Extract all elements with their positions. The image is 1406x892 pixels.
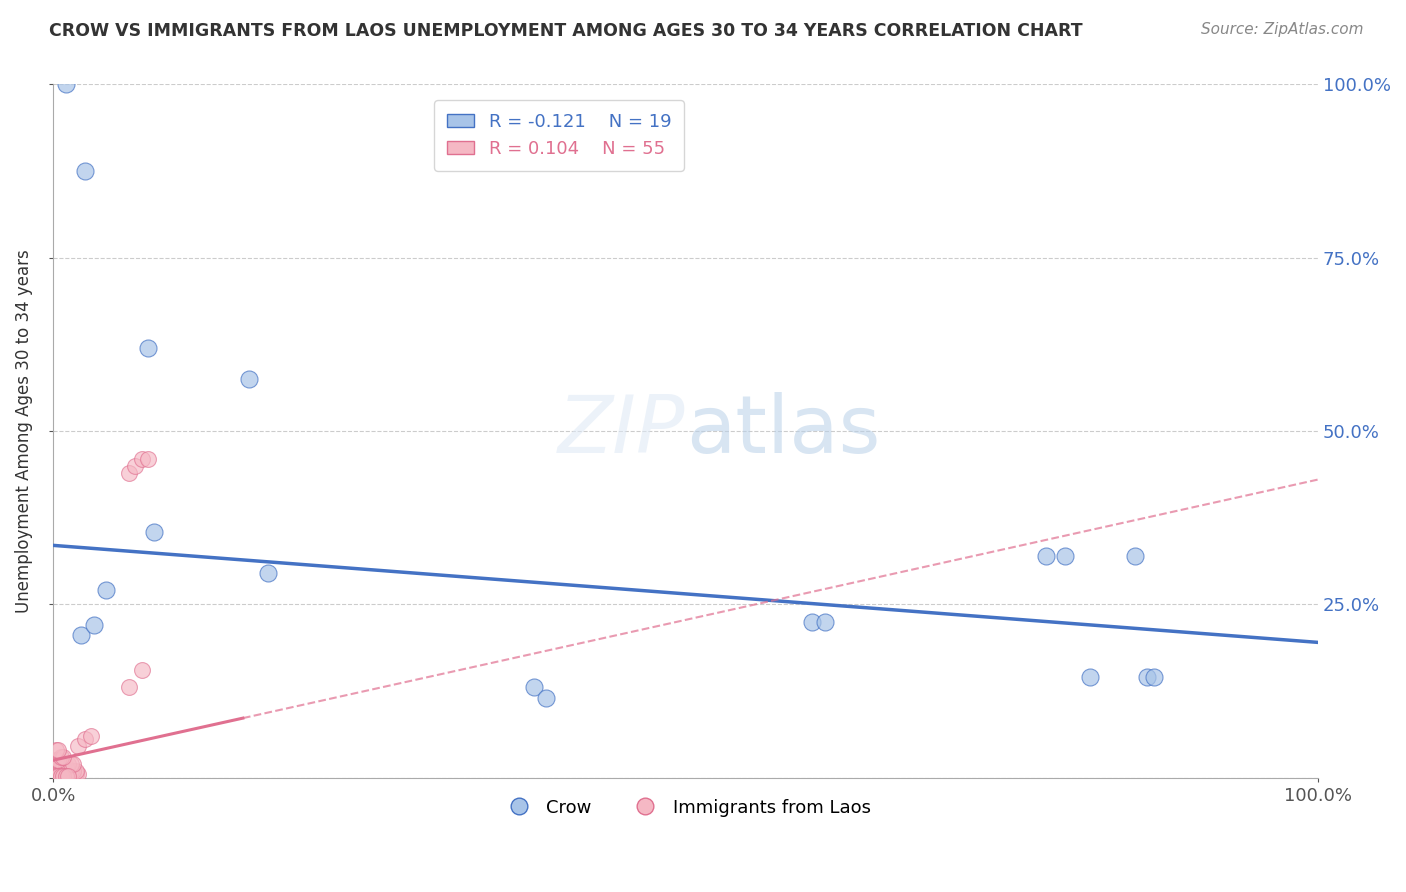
Point [45,764,67,778]
Point [58,764,80,778]
Point [59,756,82,771]
Point [80,729,103,743]
Point [46,769,69,783]
Point [49,764,72,778]
Point [55,760,77,774]
Point [67,739,90,754]
Text: CROW VS IMMIGRANTS FROM LAOS UNEMPLOYMENT AMONG AGES 30 TO 34 YEARS CORRELATION : CROW VS IMMIGRANTS FROM LAOS UNEMPLOYMEN… [49,22,1083,40]
Point [62,764,84,778]
Point [55,769,77,783]
Point [58,767,80,781]
Point [52,749,75,764]
Point [45,769,67,783]
Text: ZIP: ZIP [558,392,686,470]
Point [55,767,77,781]
Point [58,769,80,783]
Point [62,756,84,771]
Point [124,458,146,473]
Point [73,164,96,178]
Point [59,764,82,778]
Point [136,341,159,355]
Point [45,760,67,774]
Point [131,663,153,677]
Text: Source: ZipAtlas.com: Source: ZipAtlas.com [1201,22,1364,37]
Point [59,769,82,783]
Point [52,767,75,781]
Point [52,769,75,783]
Point [131,451,153,466]
Legend: Crow, Immigrants from Laos: Crow, Immigrants from Laos [494,791,877,824]
Point [73,732,96,747]
Point [536,690,558,705]
Point [55,769,77,783]
Point [49,769,72,783]
Point [49,769,72,783]
Point [238,372,260,386]
Point [118,466,141,480]
Point [257,566,280,580]
Point [49,760,72,774]
Point [801,615,824,629]
Point [52,760,75,774]
Y-axis label: Unemployment Among Ages 30 to 34 years: Unemployment Among Ages 30 to 34 years [15,249,32,613]
Point [55,764,77,778]
Point [143,524,166,539]
Point [45,769,67,783]
Point [46,753,69,767]
Point [45,743,67,757]
Point [46,760,69,774]
Point [55,78,77,92]
Point [1054,549,1077,563]
Point [58,756,80,771]
Point [1143,670,1166,684]
Point [46,743,69,757]
Point [45,753,67,767]
Point [65,764,87,778]
Point [46,769,69,783]
Point [96,583,118,598]
Point [67,767,90,781]
Point [523,681,546,695]
Point [814,615,837,629]
Point [62,769,84,783]
Point [1080,670,1102,684]
Point [83,618,105,632]
Point [62,767,84,781]
Point [49,767,72,781]
Point [58,769,80,783]
Point [52,764,75,778]
Point [45,767,67,781]
Point [1136,670,1159,684]
Point [1035,549,1057,563]
Text: atlas: atlas [686,392,880,470]
Point [118,681,141,695]
Point [65,767,87,781]
Point [1123,549,1146,563]
Point [70,628,93,642]
Point [46,767,69,781]
Point [52,769,75,783]
Point [49,749,72,764]
Point [136,451,159,466]
Point [46,764,69,778]
